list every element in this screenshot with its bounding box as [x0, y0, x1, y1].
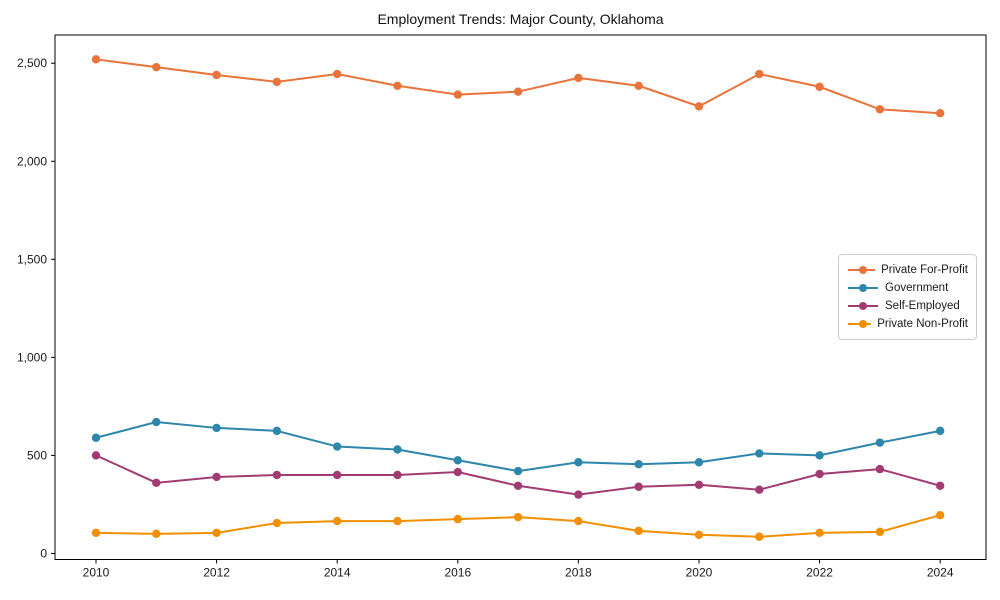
data-point-private-non-profit [694, 530, 704, 539]
data-point-self-employed [513, 481, 523, 490]
y-tick-label: 1,000 [17, 350, 47, 364]
y-tick-label: 500 [27, 448, 47, 462]
data-point-private-non-profit [332, 516, 342, 526]
data-point-self-employed [574, 490, 583, 499]
y-tick-label: 2,000 [17, 154, 47, 168]
data-point-self-employed [393, 470, 402, 480]
legend-label: Private For-Profit [881, 264, 968, 276]
legend-item-private-for-profit: Private For-Profit [847, 262, 968, 278]
x-tick-label: 2024 [927, 566, 954, 580]
data-point-self-employed [212, 472, 221, 482]
data-point-government [755, 449, 764, 458]
data-point-private-non-profit [212, 528, 221, 538]
x-tick-label: 2014 [324, 566, 351, 580]
data-point-private-non-profit [755, 532, 764, 541]
y-tick-label: 0 [40, 546, 47, 560]
data-point-government [815, 451, 824, 460]
data-point-private-non-profit [815, 528, 824, 538]
data-point-private-non-profit [152, 529, 161, 539]
data-point-private-for-profit [212, 70, 221, 80]
chart-title: Employment Trends: Major County, Oklahom… [377, 11, 664, 27]
y-tick-label: 1,500 [17, 252, 47, 266]
data-point-private-for-profit [272, 77, 282, 87]
data-point-private-for-profit [815, 82, 824, 91]
x-tick-label: 2018 [565, 566, 592, 580]
data-point-private-non-profit [453, 514, 462, 524]
data-point-private-for-profit [875, 105, 885, 114]
data-point-private-non-profit [935, 510, 945, 520]
legend-item-self-employed: Self-Employed [847, 298, 968, 314]
data-point-private-non-profit [875, 527, 885, 537]
data-point-private-for-profit [152, 62, 161, 72]
legend-label: Private Non-Profit [877, 318, 968, 330]
data-point-government [634, 460, 643, 469]
data-point-government [694, 458, 704, 467]
data-point-self-employed [152, 478, 161, 488]
data-point-private-for-profit [694, 102, 704, 111]
data-point-private-for-profit [453, 90, 462, 99]
legend-item-private-non-profit: Private Non-Profit [847, 316, 968, 332]
x-tick-label: 2022 [806, 566, 833, 580]
data-point-self-employed [815, 469, 824, 479]
data-point-private-non-profit [634, 526, 643, 536]
data-point-private-for-profit [574, 73, 583, 83]
data-point-government [513, 466, 523, 476]
data-point-government [212, 423, 221, 433]
data-point-private-non-profit [574, 516, 583, 526]
data-point-self-employed [91, 451, 101, 460]
data-point-private-for-profit [393, 81, 402, 90]
data-point-government [332, 442, 342, 451]
legend-item-government: Government [847, 280, 968, 296]
data-point-private-non-profit [272, 518, 282, 528]
data-point-self-employed [935, 481, 945, 490]
legend-line-marker-icon [848, 284, 878, 292]
data-point-self-employed [634, 482, 643, 491]
legend-label: Self-Employed [885, 300, 960, 312]
legend-line-marker-icon [848, 320, 872, 328]
data-point-self-employed [694, 480, 704, 489]
data-point-private-for-profit [755, 69, 764, 79]
data-point-self-employed [755, 485, 764, 494]
data-point-government [453, 456, 462, 465]
data-point-self-employed [272, 470, 282, 480]
x-tick-label: 2016 [444, 566, 471, 580]
legend-line-marker-icon [848, 302, 878, 310]
data-point-private-non-profit [393, 516, 402, 526]
x-tick-label: 2020 [686, 566, 713, 580]
data-point-government [393, 445, 402, 454]
data-point-government [152, 417, 161, 427]
data-point-private-for-profit [332, 69, 342, 79]
data-point-private-for-profit [634, 81, 643, 90]
legend-line-marker-icon [848, 266, 876, 274]
data-point-self-employed [453, 467, 462, 477]
series-line-government [95, 421, 941, 473]
data-point-private-for-profit [935, 109, 945, 118]
data-point-government [272, 426, 282, 436]
y-tick-label: 2,500 [17, 56, 47, 70]
x-tick-label: 2012 [203, 566, 230, 580]
data-point-government [574, 458, 583, 467]
chart-legend: Private For-Profit Government Self-Employe… [838, 254, 977, 340]
data-point-government [875, 438, 885, 447]
data-point-government [91, 433, 101, 442]
series-line-private-for-profit [95, 58, 941, 115]
data-point-private-non-profit [513, 512, 523, 522]
x-tick-label: 2010 [83, 566, 110, 580]
data-point-government [935, 426, 945, 436]
data-point-private-for-profit [91, 55, 101, 64]
data-point-self-employed [332, 470, 342, 480]
data-point-private-for-profit [513, 87, 523, 96]
axes-border [54, 34, 987, 560]
data-point-private-non-profit [91, 528, 101, 538]
legend-label: Government [885, 282, 949, 294]
data-point-self-employed [875, 464, 885, 474]
